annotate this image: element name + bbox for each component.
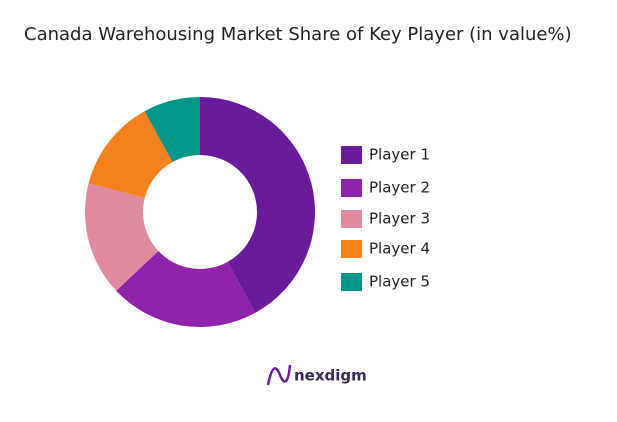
legend-swatch (341, 210, 362, 228)
slice (200, 97, 315, 313)
slice (144, 97, 200, 163)
slice (88, 111, 173, 198)
legend-label: Player 1 (369, 146, 430, 164)
legend-swatch (341, 179, 362, 197)
logo: nexdigm (266, 364, 367, 386)
legend-swatch (341, 146, 362, 164)
legend-swatch (341, 273, 362, 291)
chart-title: Canada Warehousing Market Share of Key P… (24, 24, 572, 45)
legend-label: Player 3 (369, 210, 430, 228)
legend-label: Player 2 (369, 179, 430, 197)
legend-label: Player 4 (369, 240, 430, 258)
logo-icon (266, 364, 292, 386)
slice (85, 183, 159, 291)
slice (116, 251, 256, 328)
legend-label: Player 5 (369, 273, 430, 291)
brand-name: nexdigm (294, 367, 367, 385)
legend-swatch (341, 240, 362, 258)
